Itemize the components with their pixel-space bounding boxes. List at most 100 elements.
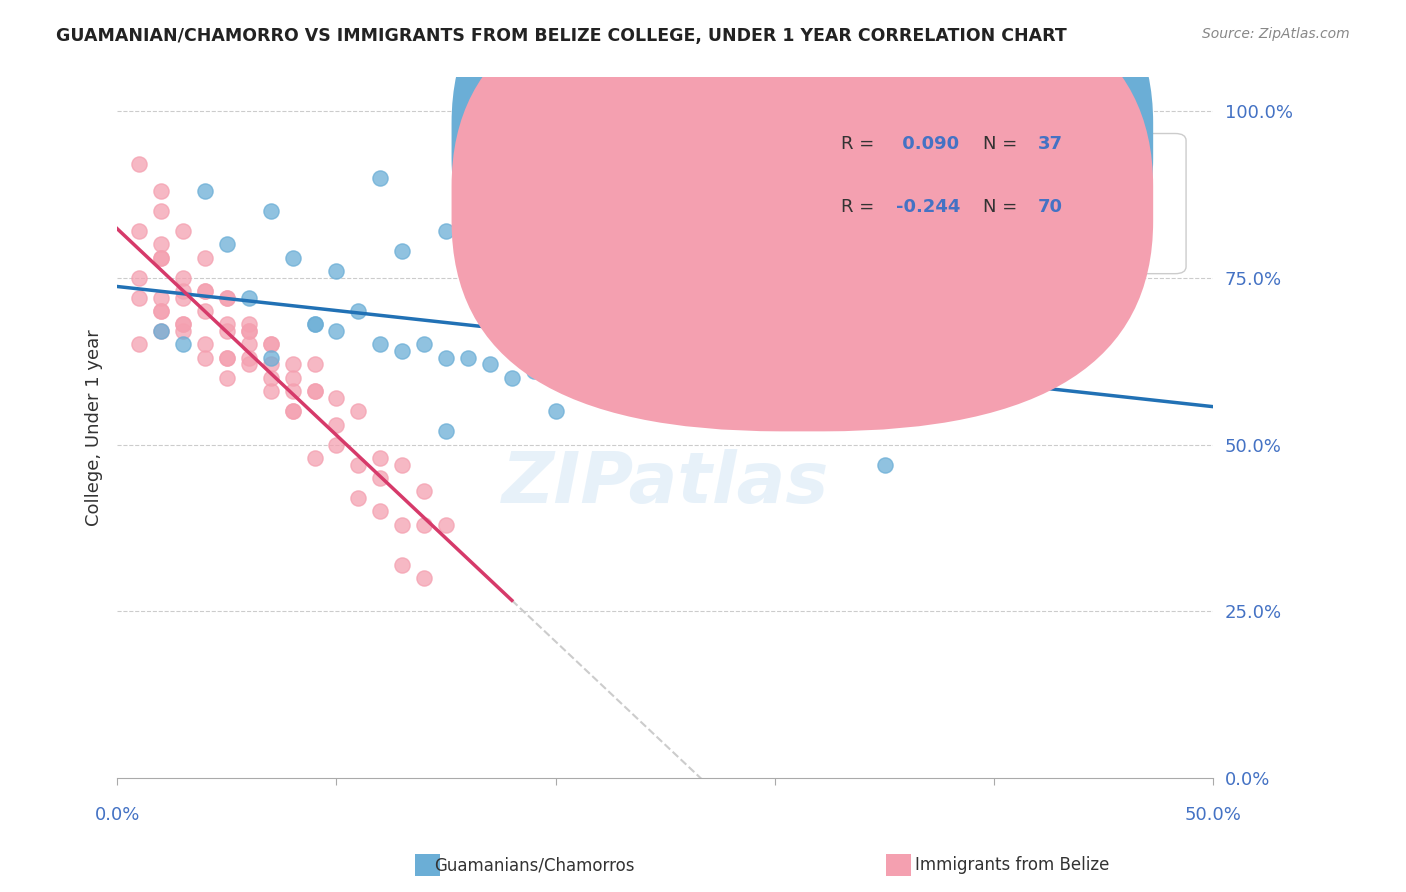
Point	[413, 337, 436, 351]
Point	[281, 404, 304, 418]
Point	[368, 170, 391, 185]
Point	[128, 291, 150, 305]
Point	[434, 424, 457, 438]
Point	[172, 291, 194, 305]
Point	[368, 450, 391, 465]
Point	[368, 337, 391, 351]
Point	[215, 291, 238, 305]
Point	[172, 224, 194, 238]
Point	[325, 391, 347, 405]
Point	[1049, 170, 1071, 185]
Point	[150, 251, 173, 265]
Text: Immigrants from Belize: Immigrants from Belize	[915, 856, 1109, 874]
Point	[150, 184, 173, 198]
Point	[194, 284, 217, 298]
Point	[260, 371, 283, 385]
Point	[172, 284, 194, 298]
Point	[368, 471, 391, 485]
Text: 50.0%: 50.0%	[1185, 806, 1241, 824]
Point	[150, 324, 173, 338]
Point	[194, 251, 217, 265]
Point	[347, 304, 370, 318]
Point	[238, 337, 260, 351]
Point	[325, 417, 347, 432]
Point	[150, 291, 173, 305]
Text: Guamanians/Chamorros: Guamanians/Chamorros	[434, 856, 634, 874]
Point	[150, 203, 173, 218]
Point	[654, 358, 676, 372]
Point	[413, 484, 436, 499]
Point	[588, 371, 610, 385]
Point	[150, 304, 173, 318]
Point	[413, 571, 436, 585]
Point	[763, 384, 786, 399]
Point	[325, 437, 347, 451]
Point	[128, 224, 150, 238]
Text: 0.0%: 0.0%	[94, 806, 139, 824]
Point	[150, 237, 173, 252]
Point	[150, 324, 173, 338]
Point	[391, 517, 413, 532]
Text: Source: ZipAtlas.com: Source: ZipAtlas.com	[1202, 27, 1350, 41]
Point	[720, 384, 742, 399]
Point	[391, 344, 413, 359]
Point	[172, 324, 194, 338]
Point	[260, 384, 283, 399]
Point	[325, 324, 347, 338]
Point	[281, 251, 304, 265]
Point	[391, 558, 413, 572]
Point	[172, 337, 194, 351]
Point	[172, 318, 194, 332]
Point	[238, 318, 260, 332]
Y-axis label: College, Under 1 year: College, Under 1 year	[86, 329, 103, 526]
Point	[304, 358, 326, 372]
Point	[281, 384, 304, 399]
Point	[260, 337, 283, 351]
Point	[873, 458, 896, 472]
Point	[215, 291, 238, 305]
Point	[128, 157, 150, 171]
Text: R =: R =	[841, 135, 880, 153]
Point	[434, 224, 457, 238]
Point	[281, 371, 304, 385]
Point	[194, 284, 217, 298]
Point	[830, 358, 852, 372]
Point	[128, 270, 150, 285]
Point	[347, 404, 370, 418]
Point	[523, 364, 546, 378]
Text: R =: R =	[841, 198, 880, 216]
Point	[238, 324, 260, 338]
Text: -0.244: -0.244	[896, 198, 960, 216]
FancyBboxPatch shape	[451, 0, 1153, 368]
Point	[215, 371, 238, 385]
Point	[347, 491, 370, 505]
Point	[215, 324, 238, 338]
Text: 37: 37	[1038, 135, 1063, 153]
Point	[588, 337, 610, 351]
Text: N =: N =	[983, 198, 1024, 216]
Point	[260, 337, 283, 351]
Text: ZIPatlas: ZIPatlas	[502, 450, 830, 518]
Point	[260, 203, 283, 218]
Point	[457, 351, 479, 365]
Point	[434, 351, 457, 365]
FancyBboxPatch shape	[758, 134, 1187, 274]
Point	[304, 384, 326, 399]
Point	[325, 264, 347, 278]
Point	[434, 517, 457, 532]
Text: N =: N =	[983, 135, 1024, 153]
Point	[939, 404, 962, 418]
Point	[194, 351, 217, 365]
Point	[391, 458, 413, 472]
Point	[413, 517, 436, 532]
Point	[347, 458, 370, 472]
Point	[654, 318, 676, 332]
Point	[215, 318, 238, 332]
Text: 0.090: 0.090	[896, 135, 959, 153]
Point	[172, 318, 194, 332]
Point	[238, 291, 260, 305]
Point	[150, 304, 173, 318]
Text: 70: 70	[1038, 198, 1063, 216]
Point	[172, 270, 194, 285]
FancyBboxPatch shape	[451, 0, 1153, 432]
